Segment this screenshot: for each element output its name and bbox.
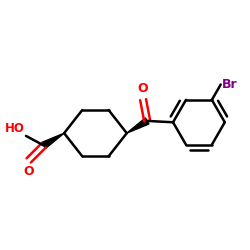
Text: O: O — [138, 82, 148, 95]
Text: Br: Br — [222, 78, 238, 91]
Polygon shape — [42, 133, 64, 148]
Polygon shape — [127, 118, 149, 133]
Text: HO: HO — [5, 122, 25, 134]
Text: O: O — [24, 165, 34, 178]
